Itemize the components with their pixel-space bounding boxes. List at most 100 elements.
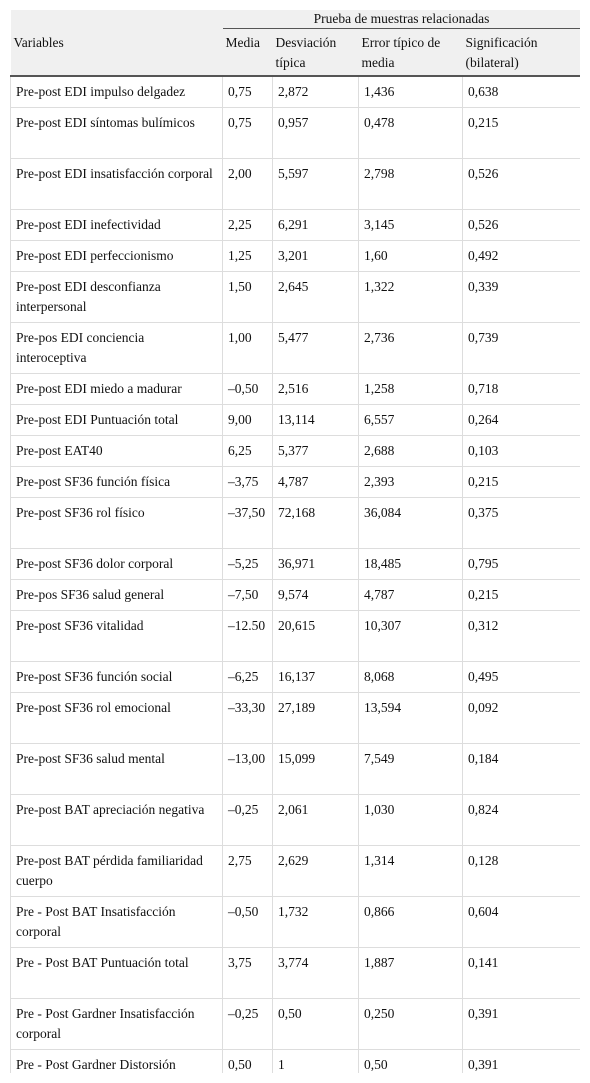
value-cell: 1	[272, 1049, 359, 1073]
value-cell: 3,774	[272, 947, 359, 999]
table-row: Pre-post EDI miedo a madurar –0,50 2,516 1,…	[10, 373, 580, 405]
variable-cell: Pre-post BAT pérdida familiaridad cuerpo	[10, 845, 223, 897]
value-cell: 2,798	[358, 158, 463, 210]
table-row: Pre-pos EDI conciencia interoceptiva 1,00…	[10, 322, 580, 374]
value-cell: 13,114	[272, 404, 359, 436]
value-cell: 1,314	[358, 845, 463, 897]
value-cell: 0,957	[272, 107, 359, 159]
value-cell: 0,526	[462, 158, 580, 210]
variable-cell: Pre-post SF36 salud mental	[10, 743, 223, 795]
value-cell: 5,377	[272, 435, 359, 467]
table-row: Pre - Post BAT Puntuación total 3,75 3,774…	[10, 947, 580, 999]
value-cell: 0,339	[462, 271, 580, 323]
value-cell: 3,145	[358, 209, 463, 241]
value-cell: 0,50	[358, 1049, 463, 1073]
value-cell: 16,137	[272, 661, 359, 693]
variable-cell: Pre-post EDI impulso delgadez	[10, 75, 223, 108]
value-cell: –0,50	[222, 896, 273, 948]
results-table: Variables Prueba de muestras relacionada…	[10, 10, 580, 1073]
variable-cell: Pre-post EDI perfeccionismo	[10, 240, 223, 272]
variable-cell: Pre-pos EDI conciencia interoceptiva	[10, 322, 223, 374]
value-cell: 1,60	[358, 240, 463, 272]
table-row: Pre - Post BAT Insatisfacción corporal –0…	[10, 896, 580, 948]
value-cell: 6,25	[222, 435, 273, 467]
table-row: Pre-post EDI Puntuación total 9,00 13,114 6…	[10, 404, 580, 436]
value-cell: 2,645	[272, 271, 359, 323]
variable-cell: Pre-post EDI desconfianza interpersonal	[10, 271, 223, 323]
value-cell: –0,50	[222, 373, 273, 405]
value-cell: 1,436	[358, 75, 463, 108]
value-cell: –33,30	[222, 692, 273, 744]
value-cell: 2,25	[222, 209, 273, 241]
value-cell: 1,322	[358, 271, 463, 323]
table-container: Variables Prueba de muestras relacionada…	[10, 10, 580, 1073]
table-row: Pre-post SF36 función social –6,25 16,137 8…	[10, 661, 580, 693]
value-cell: 0,795	[462, 548, 580, 580]
value-cell: 2,061	[272, 794, 359, 846]
value-cell: 0,495	[462, 661, 580, 693]
value-cell: 6,291	[272, 209, 359, 241]
value-cell: 0,264	[462, 404, 580, 436]
value-cell: 2,688	[358, 435, 463, 467]
value-cell: 0,103	[462, 435, 580, 467]
value-cell: 0,526	[462, 209, 580, 241]
value-cell: 0,215	[462, 107, 580, 159]
value-cell: 8,068	[358, 661, 463, 693]
value-cell: 13,594	[358, 692, 463, 744]
value-cell: 2,516	[272, 373, 359, 405]
value-cell: 36,971	[272, 548, 359, 580]
value-cell: 1,887	[358, 947, 463, 999]
table-row: Pre-post SF36 rol físico –37,50 72,168 36,0…	[10, 497, 580, 549]
value-cell: –0,25	[222, 794, 273, 846]
value-cell: 0,215	[462, 579, 580, 611]
value-cell: 0,638	[462, 75, 580, 108]
value-cell: 0,141	[462, 947, 580, 999]
variable-cell: Pre-post EDI Puntuación total	[10, 404, 223, 436]
variable-cell: Pre-post SF36 vitalidad	[10, 610, 223, 662]
variable-cell: Pre-post BAT apreciación negativa	[10, 794, 223, 846]
value-cell: 2,393	[358, 466, 463, 498]
value-cell: 6,557	[358, 404, 463, 436]
header-cell: Error típico de media	[358, 28, 463, 77]
value-cell: 72,168	[272, 497, 359, 549]
value-cell: 1,258	[358, 373, 463, 405]
header-cell: Media	[222, 28, 273, 77]
table-row: Pre-post EDI insatisfacción corporal 2,00…	[10, 158, 580, 210]
value-cell: 9,574	[272, 579, 359, 611]
value-cell: 0,312	[462, 610, 580, 662]
table-row: Pre-post BAT pérdida familiaridad cuerpo…	[10, 845, 580, 897]
table-row: Pre-post EDI síntomas bulímicos 0,75 0,957…	[10, 107, 580, 159]
table-row: Pre-post EAT40 6,25 5,377 2,688 0,103	[10, 435, 580, 467]
value-cell: 0,492	[462, 240, 580, 272]
group-header: Prueba de muestras relacionadas	[222, 10, 580, 29]
value-cell: 4,787	[272, 466, 359, 498]
variable-cell: Pre-post EDI inefectividad	[10, 209, 223, 241]
table-row: Pre-post SF36 dolor corporal –5,25 36,971 1…	[10, 548, 580, 580]
header-cell: Desviación típica	[272, 28, 359, 77]
variable-cell: Pre - Post Gardner Distorsión	[10, 1049, 223, 1073]
value-cell: 2,736	[358, 322, 463, 374]
table-row: Pre-pos SF36 salud general –7,50 9,574 4,78…	[10, 579, 580, 611]
value-cell: 15,099	[272, 743, 359, 795]
table-row: Pre - Post Gardner Insatisfacción corpor…	[10, 998, 580, 1050]
value-cell: 2,75	[222, 845, 273, 897]
value-cell: 0,391	[462, 998, 580, 1050]
variable-cell: Pre-post EDI miedo a madurar	[10, 373, 223, 405]
variable-cell: Pre-post EDI síntomas bulímicos	[10, 107, 223, 159]
value-cell: 0,375	[462, 497, 580, 549]
value-cell: –12.50	[222, 610, 273, 662]
value-cell: 0,215	[462, 466, 580, 498]
value-cell: 5,477	[272, 322, 359, 374]
value-cell: 0,824	[462, 794, 580, 846]
value-cell: 0,184	[462, 743, 580, 795]
value-cell: 0,250	[358, 998, 463, 1050]
value-cell: 10,307	[358, 610, 463, 662]
variable-cell: Pre-post EDI insatisfacción corporal	[10, 158, 223, 210]
value-cell: 0,718	[462, 373, 580, 405]
value-cell: 7,549	[358, 743, 463, 795]
header-cell: Variables	[10, 10, 223, 77]
value-cell: 0,604	[462, 896, 580, 948]
header-cell: Significación (bilateral)	[462, 28, 580, 77]
table-row: Pre-post SF36 vitalidad –12.50 20,615 10,30…	[10, 610, 580, 662]
value-cell: 0,866	[358, 896, 463, 948]
